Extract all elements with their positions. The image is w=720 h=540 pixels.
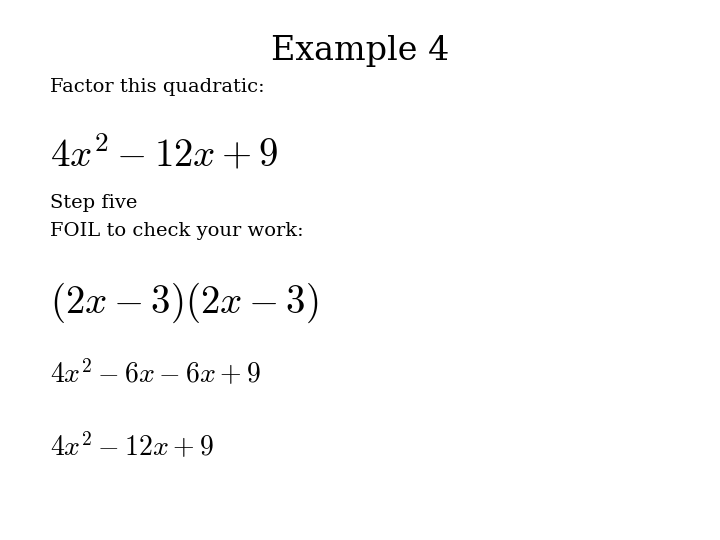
Text: $4x^2 - 6x - 6x + 9$: $4x^2 - 6x - 6x + 9$	[50, 359, 261, 389]
Text: Step five: Step five	[50, 194, 138, 212]
Text: $(2x - 3)(2x - 3)$: $(2x - 3)(2x - 3)$	[50, 281, 319, 325]
Text: $4x^2 - 12x + 9$: $4x^2 - 12x + 9$	[50, 135, 279, 175]
Text: FOIL to check your work:: FOIL to check your work:	[50, 222, 304, 240]
Text: Example 4: Example 4	[271, 35, 449, 67]
Text: $4x^2 - 12x + 9$: $4x^2 - 12x + 9$	[50, 432, 215, 462]
Text: Factor this quadratic:: Factor this quadratic:	[50, 78, 265, 96]
